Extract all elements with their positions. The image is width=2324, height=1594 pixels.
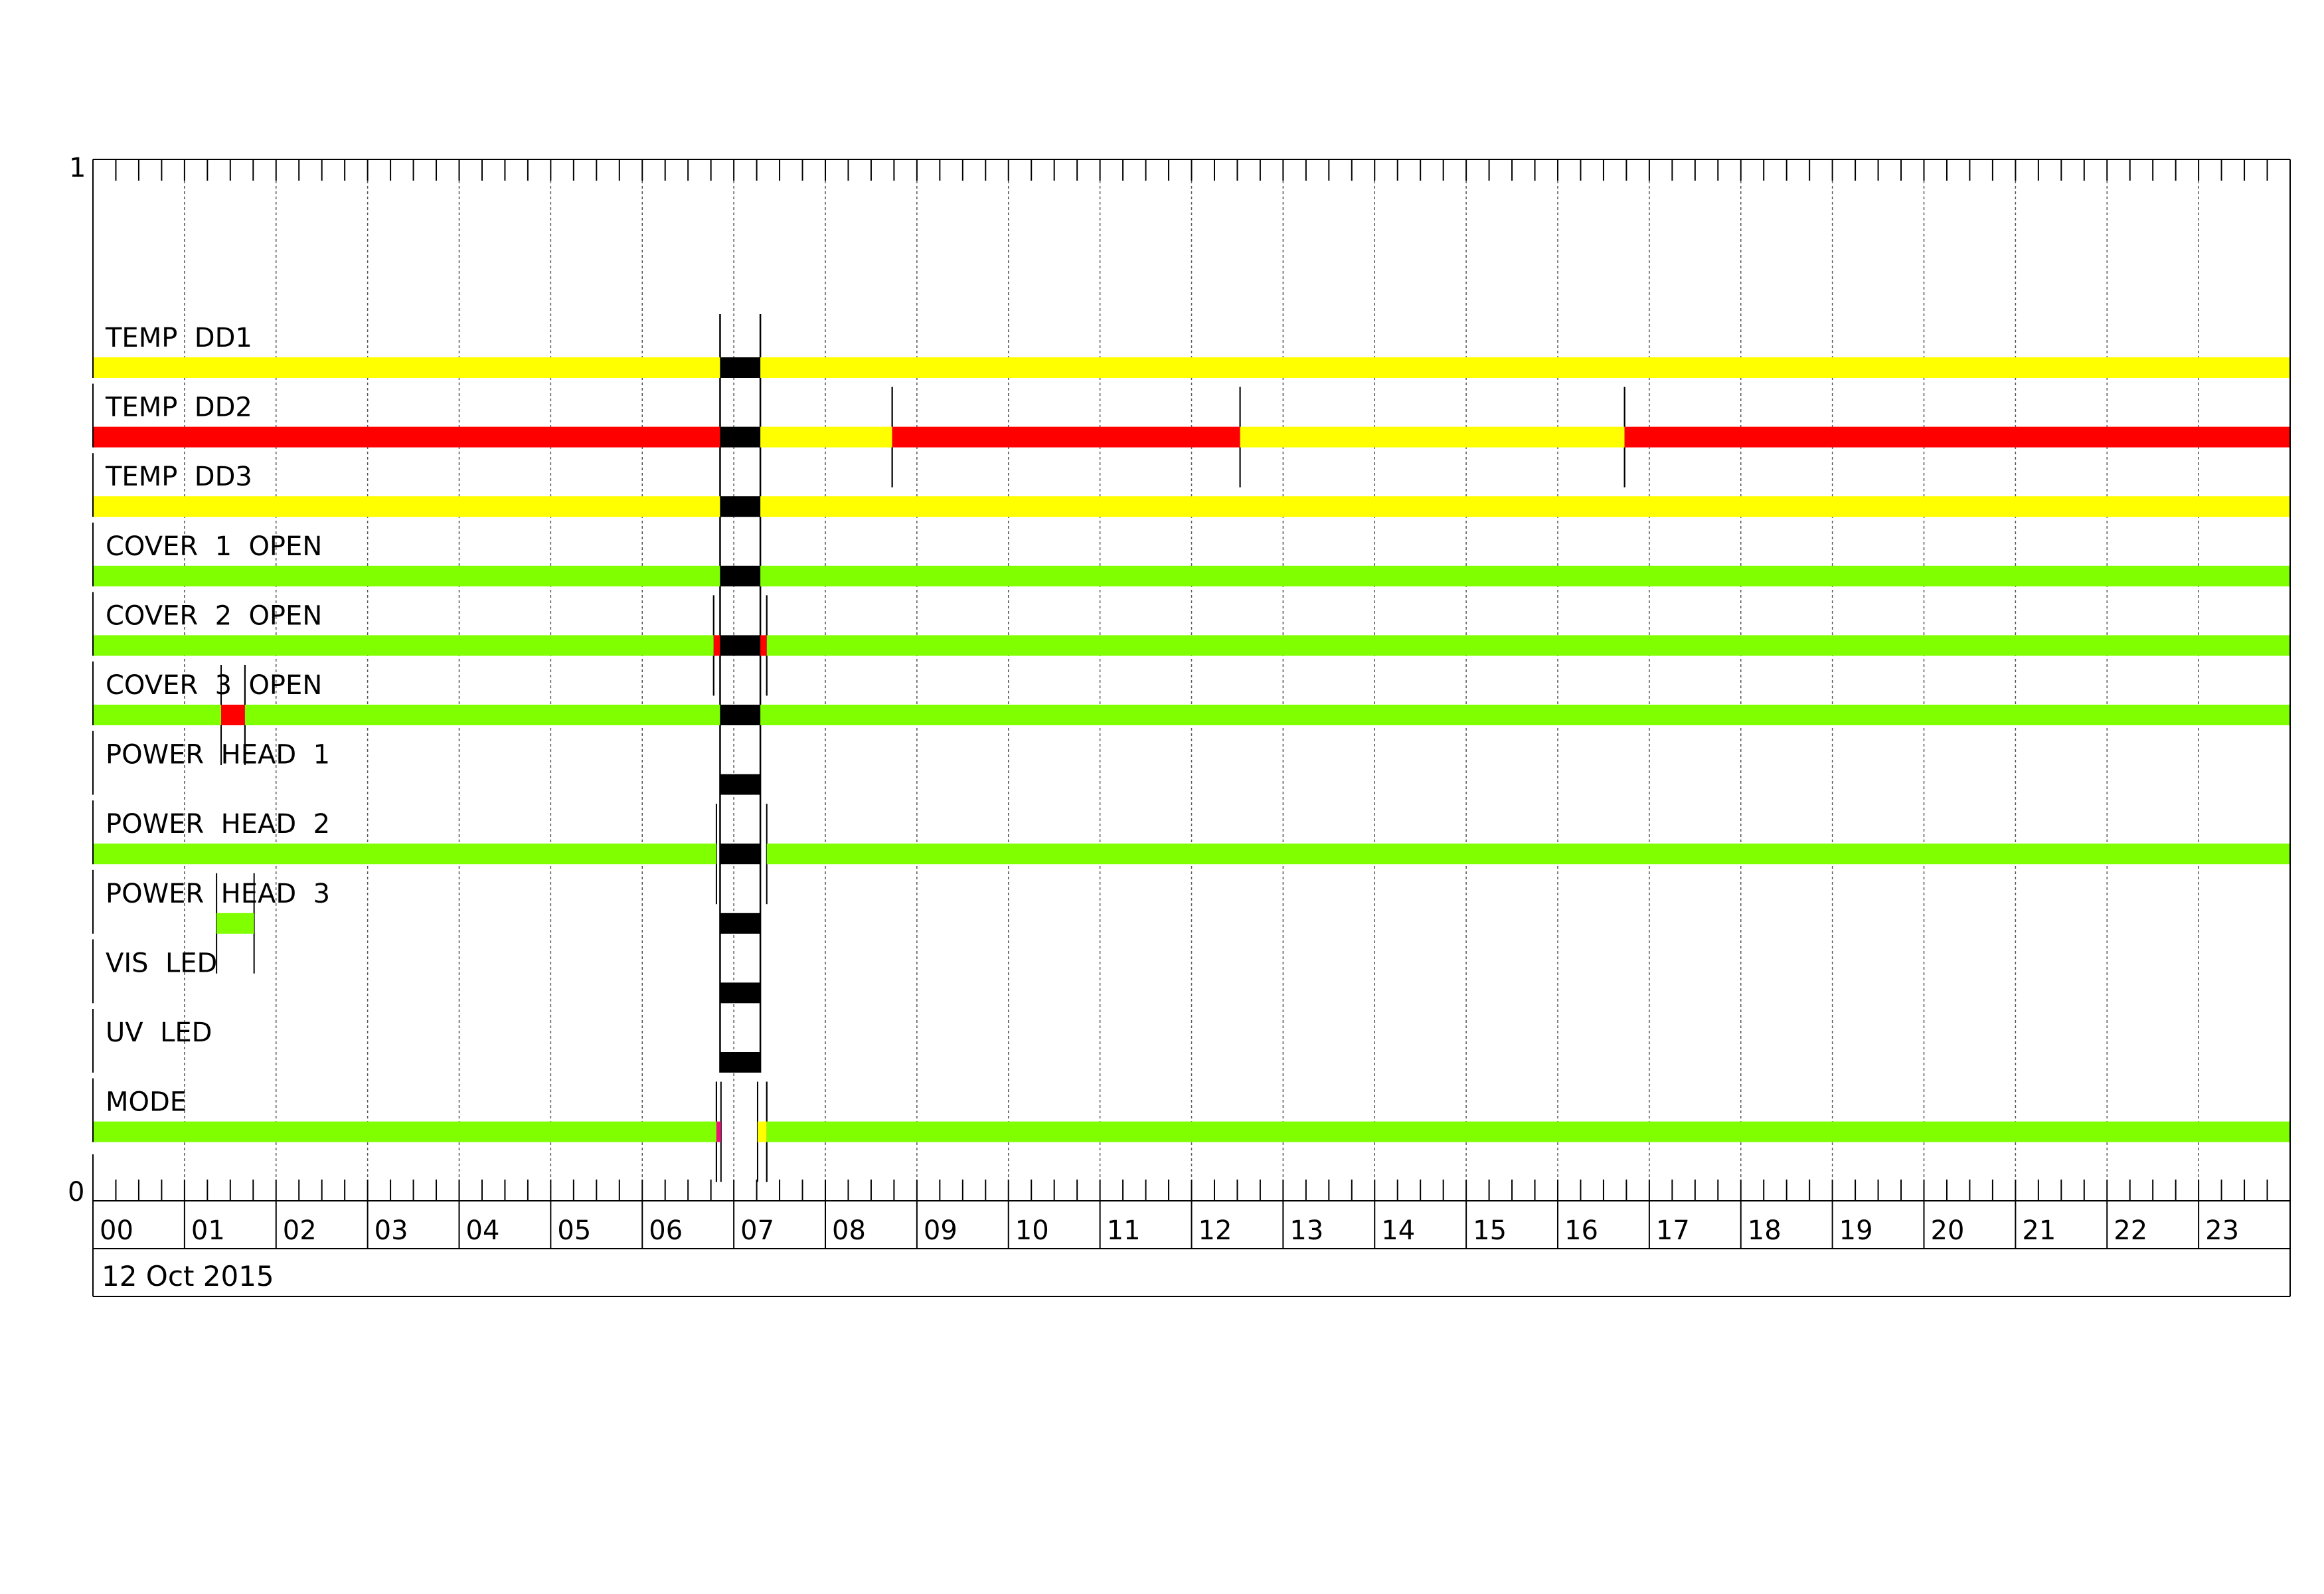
hour-label: 01 bbox=[191, 1215, 225, 1246]
row-label: COVER 3 OPEN bbox=[106, 670, 322, 701]
state-bar-red bbox=[713, 635, 720, 656]
hour-label: 07 bbox=[740, 1215, 774, 1246]
state-bar-yellow bbox=[1240, 426, 1625, 448]
hour-label: 23 bbox=[2205, 1215, 2239, 1246]
row-label: POWER HEAD 1 bbox=[106, 740, 330, 770]
hour-label: 16 bbox=[1564, 1215, 1598, 1246]
row-label: TEMP DD1 bbox=[105, 323, 252, 353]
date-label: 12 Oct 2015 bbox=[102, 1260, 274, 1292]
state-bar-black bbox=[720, 705, 761, 725]
state-bar-green bbox=[93, 843, 716, 865]
row-label: POWER HEAD 2 bbox=[106, 809, 330, 840]
hour-label: 21 bbox=[2022, 1215, 2056, 1246]
state-bar-yellow bbox=[760, 426, 892, 448]
hour-label: 02 bbox=[283, 1215, 317, 1246]
hour-label: 06 bbox=[649, 1215, 683, 1246]
hour-label: 11 bbox=[1107, 1215, 1141, 1246]
state-bar-black bbox=[720, 496, 761, 517]
state-bar-green bbox=[93, 705, 222, 725]
hour-label: 09 bbox=[924, 1215, 957, 1246]
hour-label: 15 bbox=[1473, 1215, 1507, 1246]
row-label: VIS LED bbox=[106, 948, 217, 978]
hour-tick-labels: 00 01 02 03 04 05 06 07 08 09 10 11 12 13 14 15 16 17 18 19… bbox=[100, 1201, 2239, 1249]
state-bar-green bbox=[93, 565, 720, 586]
y-tick-label-1: 1 bbox=[69, 153, 86, 183]
state-bar-green bbox=[244, 705, 720, 725]
row-label: MODE bbox=[106, 1087, 187, 1118]
row-label: UV LED bbox=[106, 1018, 212, 1048]
state-bar-black bbox=[720, 635, 761, 656]
state-bar-green bbox=[766, 635, 2290, 656]
hour-label: 10 bbox=[1015, 1215, 1049, 1246]
state-bar-green bbox=[216, 913, 254, 934]
hour-label: 03 bbox=[374, 1215, 408, 1246]
hour-label: 19 bbox=[1839, 1215, 1873, 1246]
state-bar-red bbox=[93, 426, 720, 448]
hour-label: 14 bbox=[1381, 1215, 1415, 1246]
state-bar-red bbox=[221, 705, 245, 725]
state-bar-yellow bbox=[760, 357, 2290, 378]
state-bar-red bbox=[760, 635, 767, 656]
state-bar-green bbox=[93, 1121, 716, 1142]
state-bar-green bbox=[760, 565, 2290, 586]
hour-label: 17 bbox=[1656, 1215, 1690, 1246]
state-bar-black bbox=[720, 357, 761, 378]
hour-gridlines bbox=[184, 159, 2199, 1201]
row-label: POWER HEAD 3 bbox=[106, 879, 330, 909]
hour-label: 12 bbox=[1199, 1215, 1232, 1246]
state-bar-yellow bbox=[93, 496, 720, 517]
state-bar-green bbox=[760, 705, 2290, 725]
state-bar-green bbox=[766, 843, 2290, 865]
state-bar-yellow bbox=[93, 357, 720, 378]
y-tick-label-0: 0 bbox=[68, 1177, 84, 1207]
state-bar-black bbox=[720, 1052, 761, 1073]
hour-label: 18 bbox=[1748, 1215, 1782, 1246]
state-bars bbox=[93, 357, 2290, 1142]
state-bar-black bbox=[720, 982, 761, 1004]
state-bar-green bbox=[766, 1121, 2290, 1142]
state-bar-magenta bbox=[716, 1121, 721, 1142]
row-label: COVER 2 OPEN bbox=[106, 600, 322, 631]
state-bar-yellow bbox=[760, 496, 2290, 517]
hour-label: 20 bbox=[1931, 1215, 1965, 1246]
hour-label: 05 bbox=[557, 1215, 591, 1246]
state-bar-green bbox=[93, 635, 714, 656]
state-bar-black bbox=[720, 843, 761, 865]
row-label: COVER 1 OPEN bbox=[106, 531, 322, 562]
hour-label: 08 bbox=[832, 1215, 866, 1246]
hour-label: 04 bbox=[466, 1215, 500, 1246]
hour-label: 00 bbox=[100, 1215, 133, 1246]
state-bar-black bbox=[720, 565, 761, 586]
minor-ticks bbox=[115, 159, 2268, 1201]
hour-label: 13 bbox=[1289, 1215, 1323, 1246]
hour-label: 22 bbox=[2114, 1215, 2147, 1246]
state-bar-black bbox=[720, 426, 761, 448]
state-bar-red bbox=[1624, 426, 2290, 448]
state-bar-red bbox=[892, 426, 1240, 448]
state-bar-black bbox=[720, 913, 761, 934]
state-bar-yellow bbox=[757, 1121, 767, 1142]
row-label: TEMP DD2 bbox=[105, 393, 252, 423]
row-labels: TEMP DD1 TEMP DD2 TEMP DD3 COVER 1 OPEN COVE… bbox=[105, 323, 330, 1118]
state-bar-black bbox=[720, 774, 761, 795]
row-label: TEMP DD3 bbox=[105, 462, 252, 492]
